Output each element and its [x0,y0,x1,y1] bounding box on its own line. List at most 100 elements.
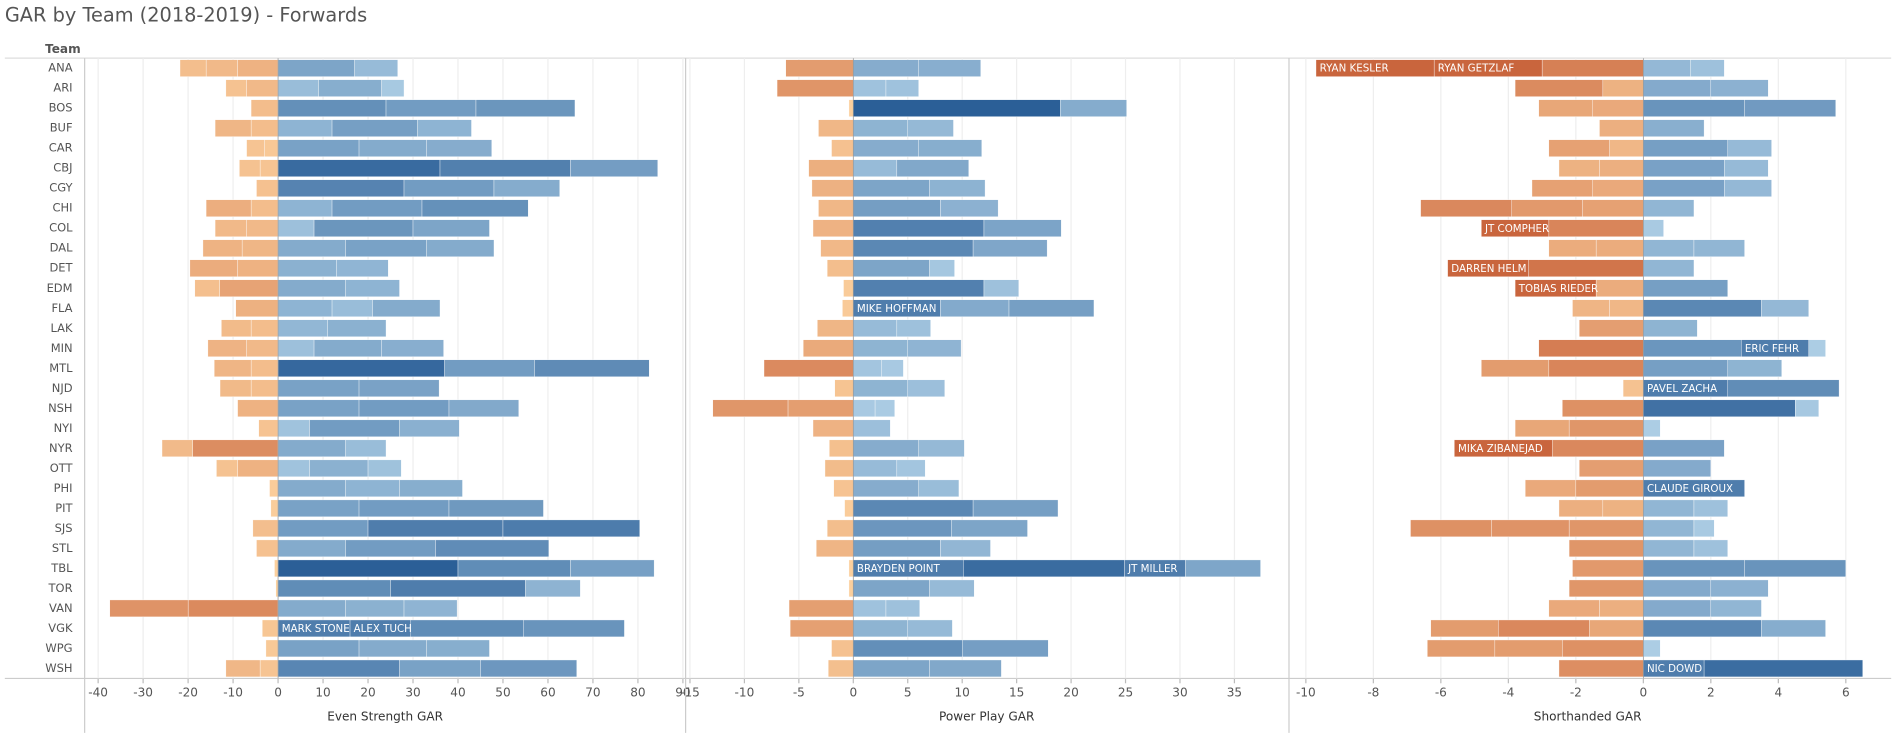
bar-segment [826,519,854,538]
x-tick-label: 5 [904,685,912,699]
bar-segment [277,419,310,437]
team-label: CBJ [53,161,72,175]
bar-segment [318,79,382,97]
bar-segment [1185,559,1261,578]
bar-segment [525,579,581,598]
player-label: DARREN HELM [1451,263,1526,275]
bar-segment [787,399,854,417]
bar-segment [410,619,524,638]
bar-segment [277,199,333,217]
player-label: JT MILLER [1127,563,1178,575]
bar-segment [1643,399,1796,417]
bar-segment [358,399,450,417]
bar-segment [192,439,279,457]
bar-segment [444,359,535,377]
bar-segment [1643,239,1695,257]
bar-segment [225,659,261,678]
team-label: ANA [48,61,72,75]
bar-segment [853,619,908,638]
bar-segment [1643,219,1664,237]
bar-segment [179,59,207,77]
x-tick-label: 2 [1707,685,1715,699]
bar-segment [818,119,854,137]
bar-segment [202,239,243,257]
bar-segment [1481,359,1550,377]
bar-segment [833,479,854,497]
bar-segment [1568,539,1644,558]
bar-segment [239,159,261,177]
player-label: BRAYDEN POINT [857,563,941,575]
x-tick-label: -4 [1502,685,1514,699]
bar-segment [1602,499,1644,518]
bar-segment [1643,339,1742,357]
bar-segment [1703,659,1863,678]
bar-segment [277,659,400,678]
x-tick-label: 10 [315,685,330,699]
bar-segment [421,199,529,217]
x-axis-title: Even Strength GAR [327,710,443,724]
bar-segment [219,279,279,297]
bar-segment [853,539,941,558]
bar-segment [1710,599,1762,618]
bar-segment [1430,619,1499,638]
bar-segment [277,539,346,558]
bar-segment [853,279,985,297]
bar-segment [1572,559,1644,578]
bar-segment [277,359,445,377]
bar-segment [189,259,238,277]
bar-segment [1643,319,1698,337]
x-tick-label: 0 [274,685,282,699]
bar-segment [214,359,252,377]
bar-segment [853,199,941,217]
bar-segment [277,239,346,257]
bar-segment [972,499,1059,518]
team-label: OTT [50,461,74,475]
bar-segment [1548,219,1644,237]
bar-segment [327,319,387,337]
bar-segment [277,579,391,598]
bar-segment [358,499,450,518]
bar-segment [259,159,279,177]
team-label: DET [49,261,73,275]
player-label: PAVEL ZACHA [1647,383,1717,395]
bar-segment [161,439,193,457]
bar-segment [885,79,919,97]
x-axis-title: Shorthanded GAR [1534,710,1642,724]
bar-segment [1609,299,1644,317]
bar-segment [907,339,962,357]
bar-segment [929,259,955,277]
x-tick-label: 90 [675,685,690,699]
x-tick-label: 15 [1009,685,1024,699]
team-label: NSH [48,401,72,415]
bar-segment [250,319,279,337]
bar-segment [853,579,930,598]
bar-segment [372,299,441,317]
bar-segment [1761,619,1826,638]
bar-segment [1562,639,1644,658]
bar-segment [818,199,854,217]
x-tick-label: -30 [133,685,153,699]
x-tick-label: -10 [223,685,243,699]
bar-segment [1609,139,1644,157]
bar-segment [1643,499,1695,518]
bar-segment [1447,259,1529,277]
bar-segment [1643,639,1661,658]
player-label: ALEX TUCH [354,623,412,635]
bar-segment [277,439,346,457]
bar-segment [829,439,854,457]
bar-segment [1315,59,1435,77]
bar-segment [237,59,279,77]
bar-segment [277,259,337,277]
bar-segment [246,79,279,97]
bar-segment [1548,139,1610,157]
bar-segment [277,379,360,397]
bar-segment [1744,99,1836,117]
bar-segment [1541,59,1644,77]
bar-segment [250,379,279,397]
bar-segment [1498,619,1590,638]
x-tick-label: 30 [405,685,420,699]
bar-segment [246,339,279,357]
bar-segment [252,519,279,538]
bar-segment [853,419,891,437]
bar-segment [194,279,220,297]
